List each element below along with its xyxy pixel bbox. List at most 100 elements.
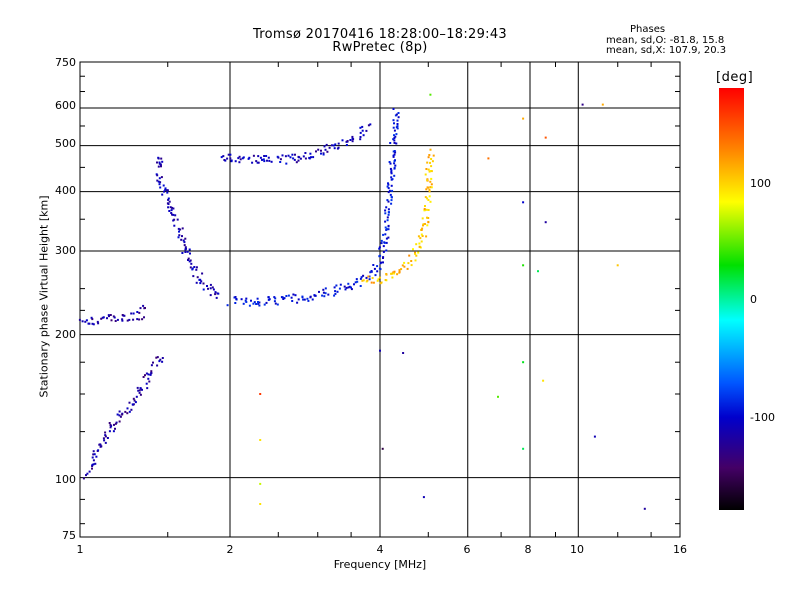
trace-point: [107, 314, 110, 317]
trace-point: [393, 134, 395, 137]
trace-point: [234, 302, 237, 304]
trace-point: [214, 291, 217, 294]
trace-point: [359, 131, 362, 134]
trace-point: [423, 209, 426, 212]
trace-point: [334, 292, 337, 295]
scatter-point: [422, 496, 425, 499]
trace-point: [91, 465, 94, 467]
trace-point: [414, 252, 417, 255]
trace-point: [422, 223, 425, 226]
trace-point: [302, 298, 305, 301]
trace-point: [428, 170, 431, 173]
trace-point: [410, 260, 413, 262]
y-tick-label: 400: [55, 184, 76, 197]
minor-ticks: [80, 62, 680, 537]
trace-point: [156, 364, 159, 367]
trace-point: [291, 153, 294, 156]
trace-point: [91, 322, 94, 325]
trace-point: [142, 376, 145, 378]
trace-point: [337, 146, 340, 149]
trace-point: [158, 177, 161, 180]
trace-point: [366, 279, 369, 282]
trace-point: [429, 161, 431, 164]
trace-point: [407, 262, 410, 265]
trace-point: [159, 186, 162, 189]
trace-point: [195, 268, 198, 271]
scatter-point: [381, 447, 384, 450]
trace-point: [226, 157, 229, 160]
scatter-point: [402, 352, 405, 354]
trace-point: [229, 157, 232, 160]
trace-point: [346, 140, 349, 142]
trace-point: [169, 206, 172, 209]
trace-point: [420, 240, 423, 243]
trace-point: [192, 275, 195, 278]
trace-point: [426, 179, 429, 182]
trace-point: [182, 239, 185, 242]
trace-point: [396, 127, 399, 130]
trace-point: [425, 188, 428, 191]
trace-point: [112, 315, 115, 318]
trace-point: [374, 274, 377, 277]
trace-point: [372, 281, 375, 284]
trace-point: [427, 186, 430, 189]
trace-point: [387, 187, 390, 190]
trace-point: [261, 158, 263, 161]
trace-point: [420, 233, 423, 236]
x-tick-label: 16: [673, 543, 687, 556]
trace-point: [248, 304, 251, 307]
trace-point: [370, 270, 373, 272]
trace-point: [190, 262, 193, 265]
trace-point: [393, 122, 395, 125]
trace-point: [386, 199, 389, 202]
trace-point: [417, 251, 420, 254]
trace-point: [177, 236, 180, 239]
trace-point: [388, 189, 391, 192]
trace-point: [427, 199, 430, 201]
trace-point: [322, 153, 325, 156]
trace-point: [126, 407, 129, 410]
chart-title: Tromsø 20170416 18:28:00–18:29:43: [252, 27, 508, 42]
trace-point: [252, 154, 255, 157]
trace-point: [392, 150, 395, 153]
trace-point: [265, 155, 268, 157]
scatter-point: [537, 270, 539, 273]
trace-point: [425, 208, 428, 211]
trace-point: [394, 135, 397, 138]
colorbar-tick-label: 100: [750, 177, 771, 190]
data-points: [78, 93, 646, 510]
trace-point: [165, 189, 168, 192]
trace-point: [237, 157, 240, 160]
trace-point: [193, 266, 196, 268]
trace-point: [215, 296, 218, 299]
trace-point: [294, 294, 297, 297]
trace-point: [92, 463, 95, 466]
trace-point: [167, 197, 170, 200]
trace-point: [350, 286, 352, 289]
trace-point: [191, 268, 194, 271]
trace-point: [172, 219, 175, 222]
trace-point: [408, 254, 411, 257]
trace-point: [109, 426, 112, 429]
trace-point: [296, 301, 299, 304]
trace-point: [365, 129, 368, 132]
trace-point: [159, 163, 162, 166]
trace-point: [186, 250, 189, 253]
trace-point: [241, 157, 244, 160]
trace-point: [162, 184, 165, 187]
trace-point: [321, 294, 324, 297]
trace-point: [209, 283, 212, 286]
scatter-point: [601, 103, 604, 106]
trace-point: [250, 299, 252, 302]
trace-point: [396, 125, 399, 128]
trace-point: [81, 320, 84, 323]
trace-point: [425, 168, 428, 170]
trace-point: [247, 157, 250, 160]
trace-point: [114, 422, 117, 425]
trace-point: [152, 361, 154, 364]
scatter-point: [429, 93, 432, 96]
trace-point: [158, 360, 161, 363]
x-tick-label: 4: [376, 543, 384, 556]
trace-point: [155, 356, 158, 359]
